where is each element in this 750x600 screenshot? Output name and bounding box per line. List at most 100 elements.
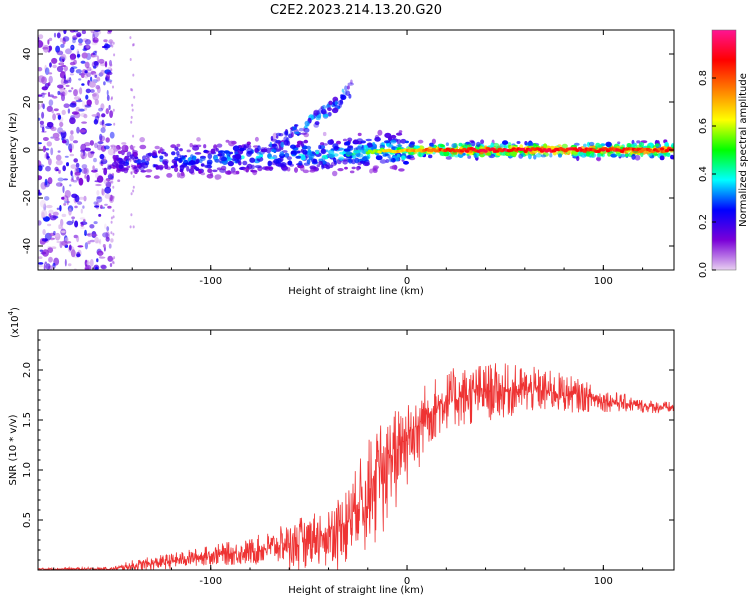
- ridge-mark: [203, 144, 207, 149]
- noise-mark: [112, 185, 115, 189]
- ridge-mark: [462, 152, 466, 156]
- ridge-mark: [445, 156, 452, 160]
- ridge-mark: [194, 152, 202, 155]
- ridge-mark: [315, 151, 319, 155]
- noise-mark: [63, 80, 69, 84]
- ridge-mark: [345, 151, 352, 156]
- ridge-mark: [186, 149, 191, 153]
- ridge-mark: [118, 160, 126, 165]
- noise-mark: [58, 169, 61, 174]
- ridge-mark: [196, 137, 201, 142]
- ridge-mark: [321, 163, 325, 170]
- noise-mark: [72, 179, 78, 183]
- ridge-mark: [287, 160, 293, 166]
- ridge-mark: [389, 165, 395, 170]
- ridge-mark: [443, 150, 450, 157]
- noise-mark: [76, 176, 80, 181]
- noise-mark: [80, 60, 86, 64]
- noise-mark: [76, 49, 80, 55]
- noise-mark: [66, 220, 74, 226]
- noise-mark: [44, 261, 47, 265]
- noise-mark: [78, 78, 82, 81]
- noise-mark: [131, 103, 134, 107]
- noise-mark: [63, 65, 68, 72]
- snr-y-ticks: 0.5 1.0 1.5 2.0: [22, 339, 674, 561]
- noise-mark: [100, 127, 106, 133]
- noise-mark: [108, 172, 112, 180]
- noise-mark: [79, 129, 86, 133]
- noise-mark: [132, 225, 135, 229]
- ridge-mark: [126, 165, 131, 169]
- ridge-mark: [365, 138, 372, 142]
- noise-mark: [105, 108, 110, 115]
- ridge-mark: [210, 172, 213, 177]
- branch-mark: [303, 127, 310, 133]
- ridge-mark: [332, 157, 337, 163]
- ridge-mark: [145, 160, 150, 166]
- noise-mark: [41, 111, 45, 119]
- noise-mark: [129, 225, 132, 229]
- noise-mark: [107, 205, 112, 209]
- noise-mark: [57, 177, 64, 182]
- noise-mark: [66, 162, 69, 167]
- noise-mark: [79, 87, 83, 95]
- noise-mark: [105, 236, 110, 242]
- ridge-mark: [279, 151, 285, 157]
- ridge-mark: [372, 168, 378, 173]
- spectrogram-y-tick-label: 20: [22, 96, 33, 109]
- noise-mark: [89, 239, 95, 243]
- ridge-mark: [558, 153, 562, 158]
- ridge-mark: [302, 169, 309, 174]
- ridge-mark: [362, 156, 368, 161]
- noise-mark: [69, 53, 77, 60]
- noise-mark: [50, 126, 57, 132]
- noise-mark: [98, 58, 105, 64]
- noise-mark: [78, 108, 85, 112]
- noise-mark: [46, 204, 53, 209]
- noise-mark: [44, 178, 48, 186]
- ridge-mark: [153, 175, 160, 179]
- noise-mark: [56, 169, 59, 171]
- noise-mark: [41, 76, 47, 85]
- ridge-mark: [171, 151, 176, 156]
- noise-mark: [109, 81, 112, 84]
- snr-x-ticks: -100 0 100: [53, 330, 644, 587]
- ridge-mark: [588, 141, 595, 147]
- ridge-mark: [372, 165, 380, 170]
- ridge-core-mark: [490, 147, 495, 151]
- noise-mark: [42, 103, 45, 110]
- ridge-mark: [323, 154, 329, 158]
- ridge-mark: [385, 159, 390, 163]
- ridge-mark: [308, 157, 314, 161]
- snr-x-tick-label: 0: [404, 576, 410, 587]
- noise-mark: [46, 105, 53, 112]
- ridge-mark: [145, 157, 150, 162]
- noise-mark: [101, 113, 106, 118]
- ridge-mark: [351, 166, 356, 170]
- ridge-mark: [117, 179, 121, 182]
- noise-mark: [59, 121, 64, 128]
- noise-mark: [63, 74, 66, 82]
- ridge-mark: [328, 153, 336, 159]
- ridge-mark: [302, 149, 308, 155]
- noise-mark: [94, 266, 99, 270]
- noise-mark: [73, 158, 78, 163]
- noise-mark: [84, 106, 88, 111]
- ridge-mark: [322, 143, 328, 146]
- noise-mark: [56, 32, 61, 39]
- noise-mark: [111, 96, 113, 100]
- ridge-mark: [216, 153, 223, 157]
- noise-mark: [74, 205, 78, 209]
- noise-mark: [110, 63, 113, 67]
- noise-mark: [38, 264, 43, 268]
- noise-mark: [44, 238, 48, 242]
- noise-mark: [45, 125, 52, 129]
- noise-mark: [77, 245, 84, 248]
- branch-mark: [300, 132, 307, 135]
- ridge-mark: [320, 148, 327, 155]
- ridge-mark: [583, 143, 587, 148]
- noise-mark: [108, 39, 114, 44]
- branch-mark: [321, 104, 326, 110]
- ridge-mark: [407, 154, 411, 159]
- noise-mark: [84, 73, 89, 79]
